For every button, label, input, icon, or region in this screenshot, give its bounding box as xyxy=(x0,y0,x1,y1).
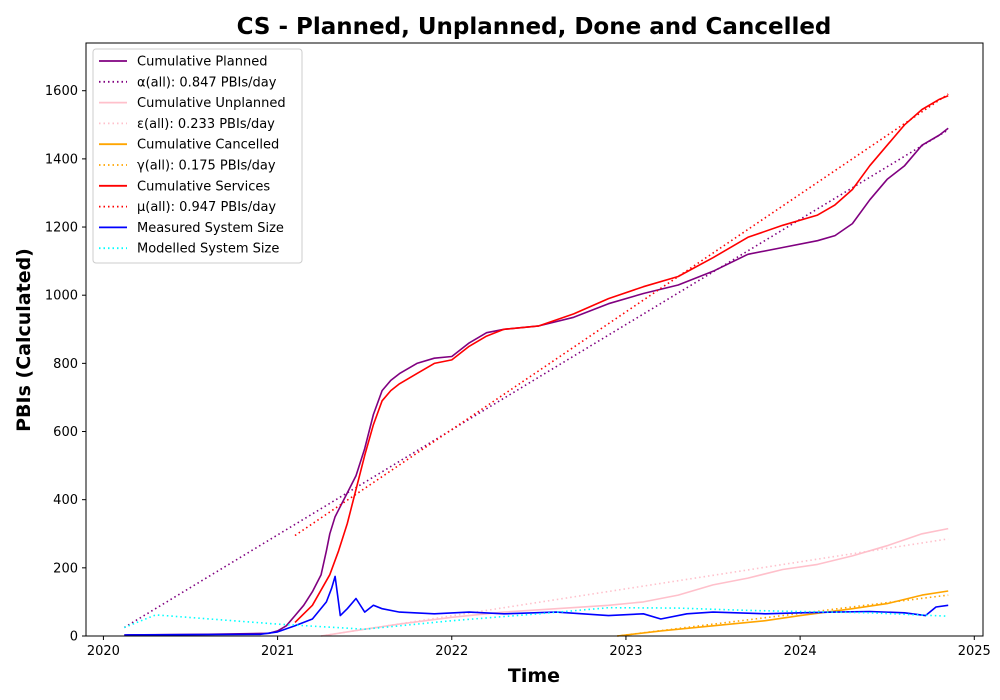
series-line-measured-system-size xyxy=(124,575,949,636)
legend-label-cumulative-unplanned: Cumulative Unplanned xyxy=(137,96,286,111)
y-tick-label: 0 xyxy=(70,630,78,645)
legend-label-measured-system-size: Measured System Size xyxy=(137,221,284,236)
series-line-cumulative-cancelled xyxy=(617,590,949,637)
y-tick-label: 1000 xyxy=(45,289,78,304)
legend: Cumulative Planned α(all): 0.847 PBIs/day… xyxy=(92,48,303,264)
legend-label-cumulative-cancelled: Cumulative Cancelled xyxy=(137,138,279,153)
legend-label-all-0-847-pbis-day: α(all): 0.847 PBIs/day xyxy=(137,75,277,90)
x-tick-label: 2021 xyxy=(261,644,294,659)
series-line-cumulative-planned xyxy=(124,127,949,636)
plot-frame xyxy=(85,42,984,637)
legend-label-modelled-system-size: Modelled System Size xyxy=(137,242,279,257)
y-axis-label: PBIs (Calculated) xyxy=(13,248,35,432)
y-tick-label: 800 xyxy=(53,357,78,372)
series-line-all-0-947-pbis-day xyxy=(294,93,949,537)
y-tick-label: 1400 xyxy=(45,152,78,167)
x-tick-label: 2025 xyxy=(958,644,991,659)
legend-label-all-0-233-pbis-day: ε(all): 0.233 PBIs/day xyxy=(137,117,275,132)
legend-label-cumulative-services: Cumulative Services xyxy=(137,179,270,194)
y-tick-label: 400 xyxy=(53,493,78,508)
x-tick-label: 2024 xyxy=(784,644,817,659)
legend-label-all-0-175-pbis-day: γ(all): 0.175 PBIs/day xyxy=(137,159,276,174)
y-tick-label: 1600 xyxy=(45,84,78,99)
y-axis: 0 200 400 600 800 1000 1200 1400 1600 xyxy=(45,84,86,645)
series-line-cumulative-unplanned xyxy=(320,527,949,637)
series-line-all-0-175-pbis-day xyxy=(617,594,949,637)
legend-label-cumulative-planned: Cumulative Planned xyxy=(137,55,267,70)
legend-label-all-0-947-pbis-day: μ(all): 0.947 PBIs/day xyxy=(137,200,276,215)
series-line-cumulative-services xyxy=(294,95,949,623)
x-tick-label: 2022 xyxy=(435,644,468,659)
series-line-all-0-233-pbis-day xyxy=(320,538,949,637)
x-tick-label: 2023 xyxy=(609,644,642,659)
x-axis: 2020 2021 2022 2023 2024 2025 xyxy=(87,636,991,659)
y-tick-label: 600 xyxy=(53,425,78,440)
plot-area xyxy=(123,93,949,637)
chart-title: CS - Planned, Unplanned, Done and Cancel… xyxy=(237,14,832,40)
y-tick-label: 200 xyxy=(53,561,78,576)
legend-box xyxy=(92,48,303,264)
series-line-all-0-847-pbis-day xyxy=(123,129,949,629)
y-tick-label: 1200 xyxy=(45,221,78,236)
x-axis-label: Time xyxy=(508,665,560,687)
x-tick-label: 2020 xyxy=(87,644,120,659)
series-line-modelled-system-size xyxy=(124,606,949,631)
